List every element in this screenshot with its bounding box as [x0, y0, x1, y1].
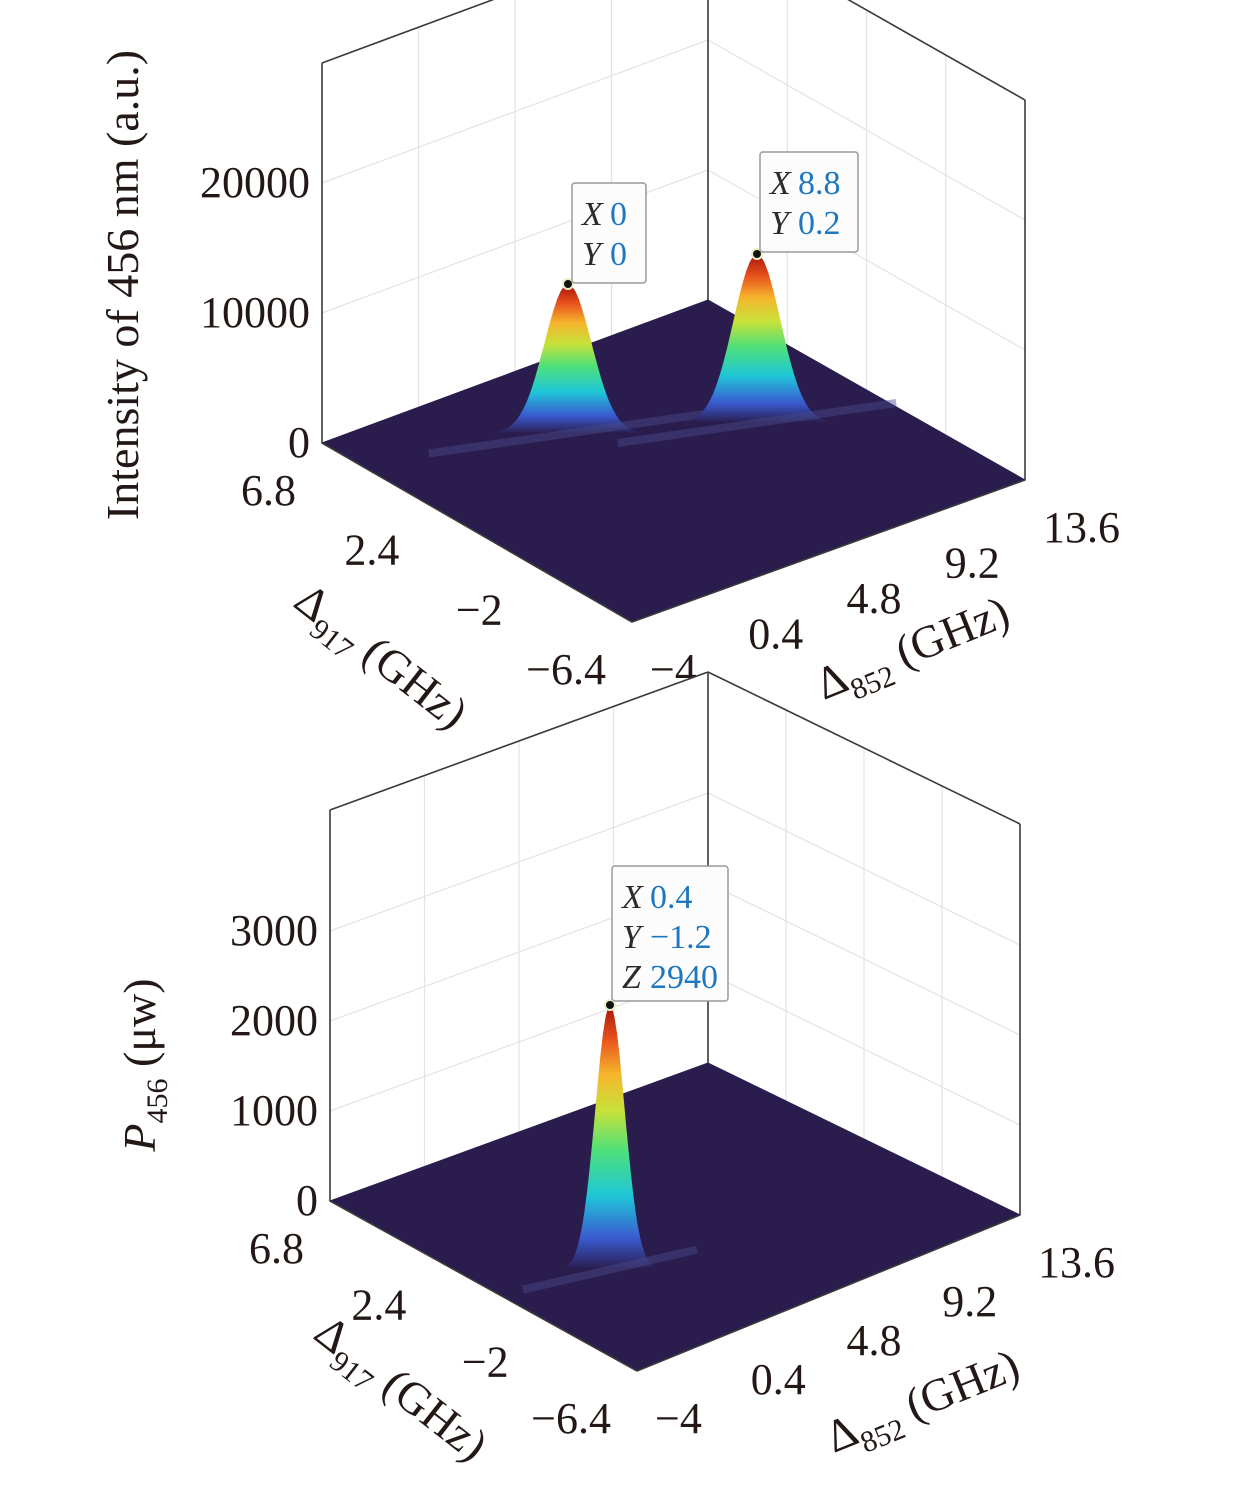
- x-axis-label: Δ917 (GHz): [300, 1305, 497, 1478]
- x-tick-label: 6.8: [241, 466, 296, 515]
- surface-peak: [493, 284, 643, 433]
- surface-ridge: [522, 1245, 698, 1294]
- z-axis-label: P456 (μw): [114, 978, 174, 1152]
- axis-label-unit: (GHz): [887, 1339, 1026, 1435]
- axis-box-edge: [847, 0, 1026, 101]
- axis-box-edge: [707, 671, 1021, 825]
- y-axis-line: [636, 1214, 1021, 1372]
- x-tick-label: 2.4: [344, 526, 399, 575]
- y-tick-label: 4.8: [847, 1316, 902, 1365]
- datatip-value: 0: [610, 196, 627, 233]
- axis-label-sub: 456: [141, 1078, 174, 1123]
- x-tick-label: 2.4: [351, 1281, 406, 1330]
- datatip-value: 0.4: [650, 879, 693, 916]
- datatip-value: 0: [610, 236, 627, 273]
- datatip-value: 8.8: [798, 165, 841, 202]
- lower-chart: X 0.4Y −1.2Z 294001000200030006.82.4−2−6.4−…: [114, 671, 1115, 1478]
- datatip-key: X: [620, 879, 644, 916]
- y-tick-label: 4.8: [847, 574, 902, 623]
- y-tick-label: 0.4: [751, 1355, 806, 1404]
- axis-box-edge: [321, 0, 495, 64]
- datatip-value: 2940: [650, 959, 718, 996]
- y-axis-label: Δ852 (GHz): [808, 586, 1019, 718]
- z-tick-label: 20000: [200, 158, 310, 207]
- y-axis-line: [631, 479, 1026, 623]
- datatip-key: Y: [770, 205, 792, 242]
- x-tick-label: −6.4: [526, 645, 606, 694]
- z-tick-label: 10000: [200, 288, 310, 337]
- x-axis-label: Δ917 (GHz): [280, 573, 477, 746]
- x-tick-label: −2: [456, 585, 503, 634]
- surface-ridge: [617, 399, 897, 447]
- surface-ridge: [428, 409, 708, 458]
- datatip-box: [759, 151, 859, 253]
- datatip-marker: [751, 248, 763, 260]
- axis-box-edge: [329, 671, 709, 811]
- x-tick-label: −2: [462, 1337, 509, 1386]
- datatip-marker: [562, 278, 574, 290]
- x-axis-line: [329, 1200, 638, 1372]
- datatip-key: Y: [582, 236, 604, 273]
- datatip-box: [571, 182, 647, 284]
- surface-peak: [563, 1005, 657, 1268]
- y-tick-label: −4: [655, 1394, 702, 1443]
- z-axis-label: Intensity of 456 nm (a.u.): [97, 50, 148, 520]
- datatip-value: 0.2: [798, 205, 841, 242]
- datatip-value: −1.2: [650, 919, 712, 956]
- z-tick-label: 1000: [230, 1086, 318, 1135]
- datatip-key: Y: [622, 919, 644, 956]
- y-tick-label: 9.2: [942, 1277, 997, 1326]
- z-tick-label: 0: [296, 1176, 318, 1225]
- y-tick-label: 13.6: [1043, 503, 1120, 552]
- surface-peak: [682, 254, 832, 422]
- z-tick-label: 3000: [230, 906, 318, 955]
- y-tick-label: 13.6: [1038, 1238, 1115, 1287]
- axis-label-unit: (GHz): [344, 619, 477, 739]
- datatip-box: [611, 865, 729, 1002]
- x-axis-line: [321, 442, 633, 623]
- axis-label-main: P: [114, 1123, 165, 1152]
- datatip-key: X: [580, 196, 604, 233]
- z-tick-label: 0: [288, 418, 310, 467]
- axis-label-unit: (μw): [114, 978, 165, 1078]
- x-tick-label: 6.8: [249, 1224, 304, 1273]
- datatip-key: X: [768, 165, 792, 202]
- y-tick-label: 9.2: [945, 539, 1000, 588]
- datatip-key: Z: [622, 959, 642, 996]
- datatip-marker: [604, 999, 616, 1011]
- x-tick-label: −6.4: [531, 1394, 611, 1443]
- y-tick-label: 0.4: [748, 610, 803, 659]
- z-tick-label: 2000: [230, 996, 318, 1045]
